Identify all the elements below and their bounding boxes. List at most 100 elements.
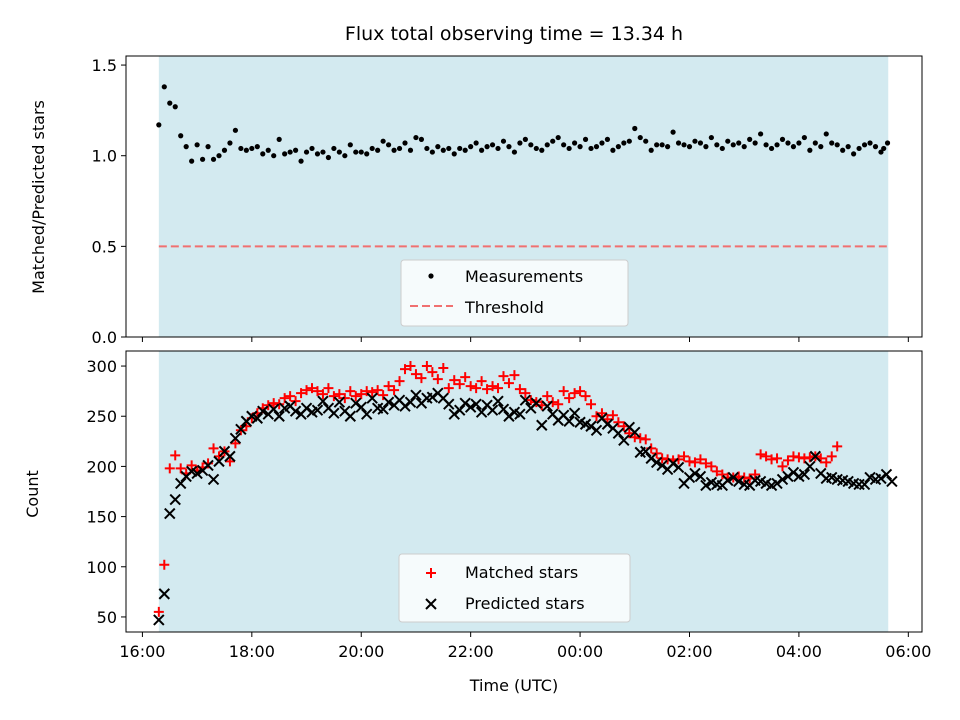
predicted-star-point [629, 426, 641, 438]
matched-star-point [405, 361, 416, 372]
predicted-star-point [311, 404, 324, 416]
measurement-point [391, 147, 397, 153]
measurement-point [167, 100, 173, 106]
matched-star-point [334, 389, 345, 400]
predicted-star-point [875, 472, 887, 485]
predicted-star-point [497, 403, 510, 415]
measurement-point [675, 140, 682, 146]
y-tick-label: 0.0 [92, 328, 117, 347]
measurement-point [500, 138, 507, 144]
measurement-point [719, 145, 725, 152]
x-tick-label: 06:00 [885, 642, 931, 661]
predicted-star-point [158, 588, 171, 600]
matched-star-point [421, 361, 432, 372]
measurement-point [369, 145, 375, 152]
measurement-point [785, 140, 791, 146]
measurement-point [479, 147, 485, 153]
predicted-star-point [530, 397, 543, 409]
measurement-point [621, 140, 627, 146]
predicted-star-point [317, 395, 329, 407]
matched-star-point [514, 384, 525, 395]
predicted-star-point [454, 404, 466, 416]
predicted-star-point [618, 434, 630, 447]
matched-star-point [482, 384, 493, 395]
predicted-star-point [361, 408, 373, 420]
legend-marker-matched [426, 568, 436, 578]
matched-star-point [613, 417, 624, 428]
measurement-point [358, 149, 364, 155]
chart-title: Flux total observing time = 13.34 h [345, 23, 683, 45]
matched-star-point [750, 469, 761, 480]
matched-star-point [509, 370, 520, 381]
predicted-star-point [355, 401, 367, 413]
matched-star-point [657, 453, 668, 464]
predicted-star-point [585, 420, 597, 432]
measurement-point [697, 140, 704, 146]
predicted-star-point [268, 403, 280, 415]
predicted-star-point [399, 400, 411, 412]
predicted-star-point [475, 406, 488, 418]
measurement-point [730, 142, 736, 148]
matched-star-point [361, 386, 372, 397]
matched-star-point [279, 393, 290, 404]
predicted-star-point [776, 473, 789, 486]
matched-star-point [268, 398, 279, 409]
matched-star-point [427, 367, 438, 378]
predicted-star-point [207, 473, 220, 486]
measurement-point [648, 147, 654, 153]
predicted-star-point [503, 410, 515, 422]
matched-star-point [312, 386, 323, 397]
measurement-point [544, 142, 550, 148]
measurement-point [626, 138, 632, 144]
x-tick-label: 22:00 [448, 642, 494, 661]
matched-star-point [793, 452, 804, 463]
matched-star-point [503, 378, 514, 389]
predicted-star-point [164, 507, 176, 520]
matched-star-point [569, 388, 580, 399]
predicted-star-point [672, 461, 685, 474]
measurement-point [851, 151, 857, 157]
legend-label-measurements: Measurements [465, 267, 583, 286]
measurement-point [309, 145, 315, 152]
matched-star-point [766, 454, 777, 465]
matched-star-point [493, 383, 504, 394]
matched-star-point [170, 450, 181, 461]
matched-star-point [684, 456, 695, 467]
matched-star-point [449, 375, 460, 386]
matched-star-point [788, 451, 799, 462]
predicted-star-point [563, 415, 575, 427]
measurement-point [260, 151, 266, 157]
matched-star-point [443, 383, 454, 394]
measurement-point [686, 144, 693, 150]
measurement-point [533, 145, 539, 152]
measurement-point [665, 144, 671, 150]
measurement-point [276, 136, 282, 142]
measurement-point [495, 145, 501, 152]
matched-star-point [153, 606, 164, 617]
matched-star-point [307, 383, 318, 394]
measurement-point [364, 151, 370, 157]
matched-star-point [410, 369, 421, 380]
matched-star-point [558, 386, 569, 397]
measurement-point [703, 144, 709, 150]
predicted-star-point [235, 423, 247, 435]
matched-star-point [290, 396, 301, 407]
measurement-point [407, 147, 414, 153]
predicted-star-point [700, 479, 712, 492]
measurement-point [550, 138, 556, 144]
predicted-star-point [858, 478, 871, 491]
measurement-point [161, 84, 167, 90]
predicted-star-point [344, 410, 357, 422]
bottom-panel: 50 100 150 200 250 300 16:00 18:00 20:00 22:00 00:… [86, 350, 931, 661]
top-panel: 0.0 0.5 1.0 1.5 Measurements Threshold [92, 55, 923, 347]
predicted-star-point [410, 389, 422, 401]
predicted-star-point [667, 457, 679, 470]
predicted-star-point [257, 405, 269, 417]
measurement-point [489, 142, 496, 148]
measurement-point [659, 142, 665, 148]
measurement-point [243, 147, 249, 153]
predicted-star-point [328, 407, 340, 419]
measurement-point [654, 142, 660, 148]
measurement-point [736, 140, 742, 146]
matched-star-point [372, 385, 383, 396]
